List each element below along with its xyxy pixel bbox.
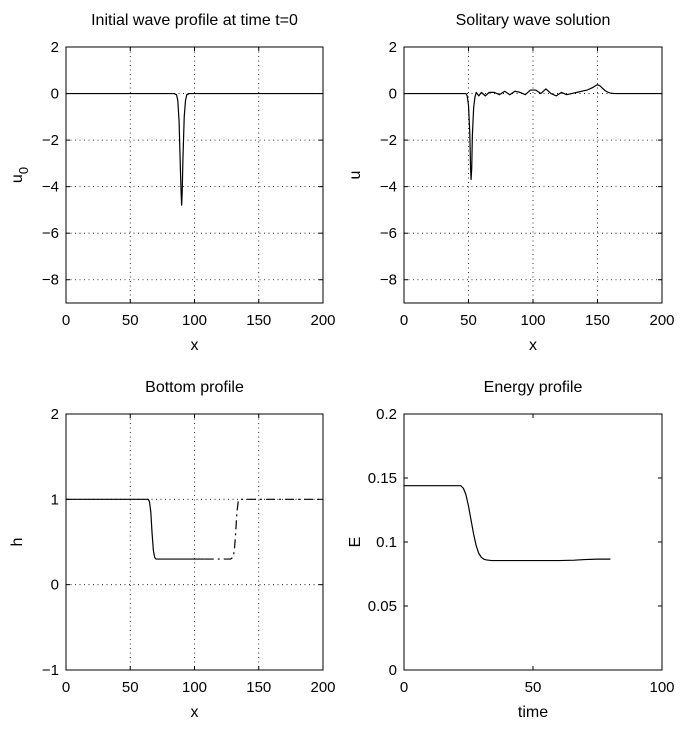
plot-p4: 0 50 100 0.2 0.15 0.1 0.05 0 Energy profile time E [347, 379, 675, 721]
x-tick-label: 200 [649, 312, 674, 329]
y-tick-label: 0.05 [368, 598, 397, 615]
y-tick-label: 0 [389, 86, 397, 103]
x-tick-label: 0 [400, 679, 408, 696]
x-tick-label: 150 [246, 312, 271, 329]
y-axis-label: E [347, 537, 364, 548]
y-tick-label: −6 [42, 225, 59, 242]
y-tick-label: 0.1 [376, 534, 397, 551]
y-tick-label: −2 [42, 132, 59, 149]
x-tick-label: 50 [460, 312, 477, 329]
x-tick-label: 150 [585, 312, 610, 329]
x-axis-label: x [529, 337, 537, 354]
axes-frame [403, 46, 663, 304]
y-tick-label: 1 [51, 491, 59, 508]
y-tick-label: 0.15 [368, 470, 397, 487]
chart-title: Solitary wave solution [456, 12, 611, 29]
series-line-solid [66, 498, 205, 560]
axes-frame [65, 46, 324, 304]
y-axis-label-main: h [9, 538, 26, 547]
y-axis-label-subscript: 0 [16, 167, 31, 174]
y-tick-label: −1 [42, 662, 59, 679]
x-tick-label: 200 [310, 312, 335, 329]
chart-title: Initial wave profile at time t=0 [91, 12, 298, 29]
y-tick-label: 0 [389, 662, 397, 679]
x-axis-label: x [191, 337, 199, 354]
x-tick-label: 100 [182, 679, 207, 696]
plot-p2: 0 50 100 150 200 2 0 −2 −4 −6 −8 Solitary wave solu… [347, 12, 675, 354]
x-tick-label: 200 [310, 679, 335, 696]
x-axis-label: time [518, 704, 548, 721]
plot-p1: 0 50 100 150 200 2 0 −2 −4 −6 −8 Initial wave profi… [9, 12, 336, 354]
x-tick-label: 0 [62, 679, 70, 696]
x-tick-label: 100 [182, 312, 207, 329]
y-tick-label: 2 [389, 39, 397, 56]
series-line-solid [404, 485, 611, 562]
x-tick-label: 100 [520, 312, 545, 329]
series-line-solid [66, 92, 323, 206]
x-tick-label: 50 [525, 679, 542, 696]
series-line-solid [404, 84, 662, 181]
chart-title: Bottom profile [145, 379, 244, 396]
y-axis-label: u0 [9, 167, 31, 183]
y-tick-label: 0 [51, 577, 59, 594]
y-tick-label: −2 [380, 132, 397, 149]
chart-title: Energy profile [484, 379, 583, 396]
x-tick-label: 50 [122, 312, 139, 329]
y-axis-label: h [9, 538, 26, 547]
y-tick-label: 2 [51, 406, 59, 423]
x-tick-label: 0 [62, 312, 70, 329]
y-tick-label: 2 [51, 39, 59, 56]
series-line-dashed [204, 498, 323, 560]
y-tick-label: 0.2 [376, 406, 397, 423]
x-tick-label: 50 [122, 679, 139, 696]
axes-frame [65, 413, 324, 671]
y-tick-label: −8 [380, 272, 397, 289]
y-tick-label: −4 [380, 179, 397, 196]
y-tick-label: −8 [42, 272, 59, 289]
x-tick-label: 150 [246, 679, 271, 696]
y-tick-label: −6 [380, 225, 397, 242]
y-axis-label-main: u [347, 171, 364, 180]
x-axis-label: x [191, 704, 199, 721]
x-tick-label: 100 [649, 679, 674, 696]
y-axis-label-main: u [9, 174, 26, 183]
axes-frame [403, 413, 663, 671]
y-axis-label-main: E [347, 537, 364, 548]
y-tick-label: 0 [51, 86, 59, 103]
y-tick-label: −4 [42, 179, 59, 196]
y-axis-label: u [347, 171, 364, 180]
x-tick-label: 0 [400, 312, 408, 329]
